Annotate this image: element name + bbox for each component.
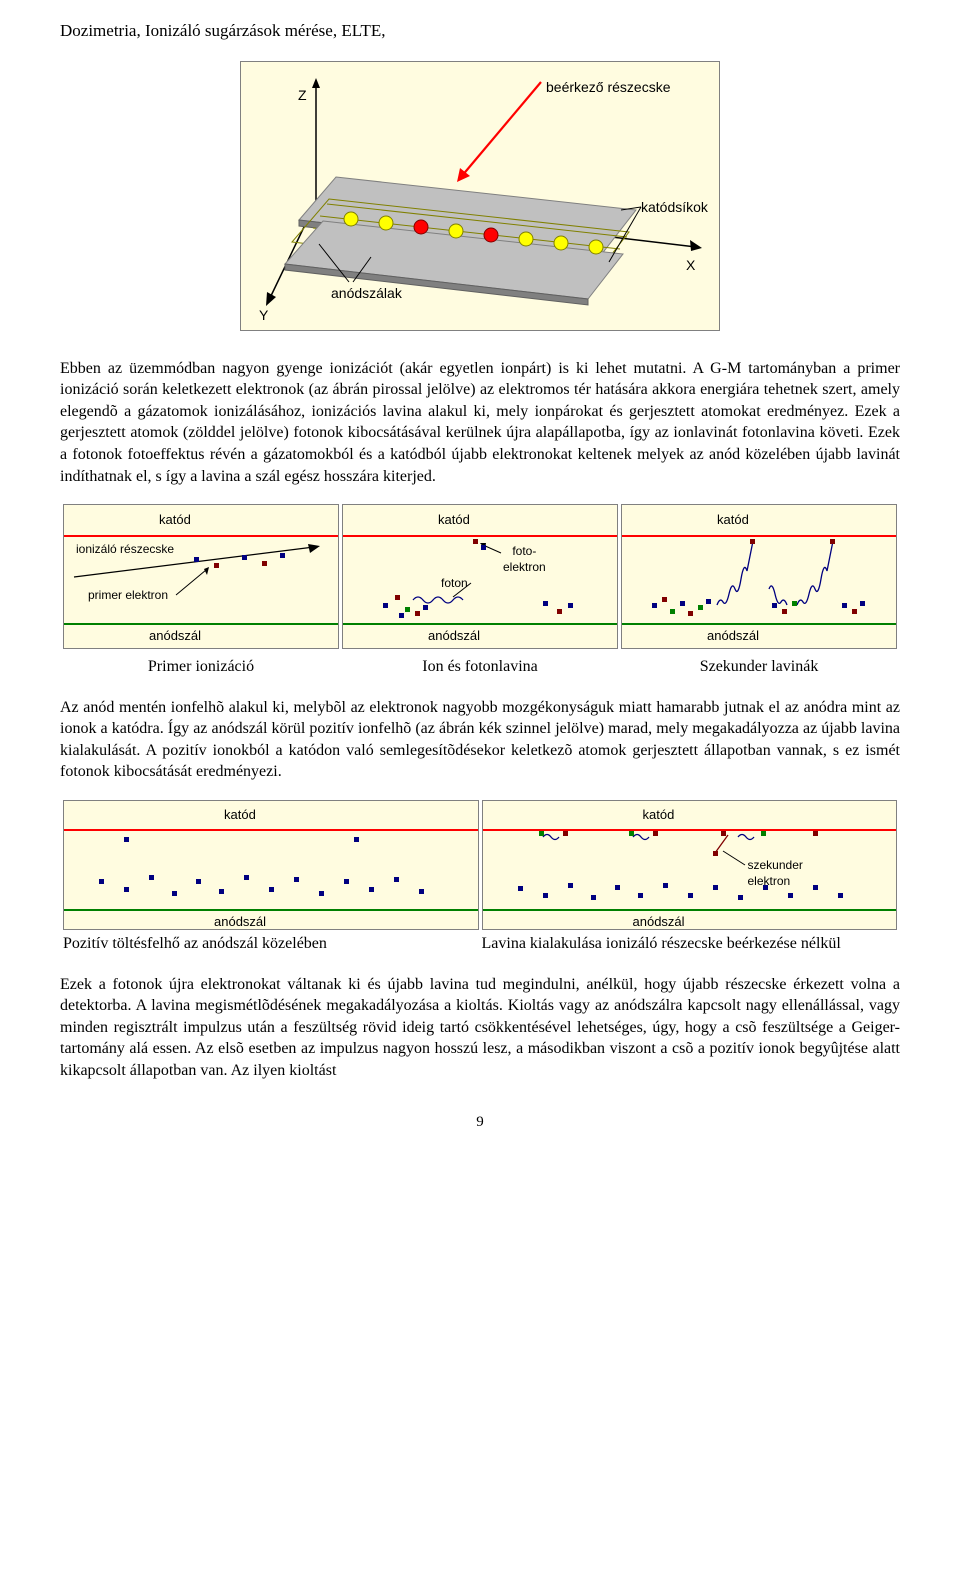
figure-1: Z X Y beérkező részecske katódsíkok anód…	[240, 61, 720, 331]
page-header: Dozimetria, Ionizáló sugárzások mérése, …	[60, 20, 900, 43]
triplet-figures: katód anódszál ionizáló részecske primer…	[60, 501, 900, 681]
page-number: 9	[60, 1112, 900, 1132]
triplet-caption-b: Ion és fotonlavina	[342, 656, 618, 678]
triplet-fig-c: katód anódszál	[621, 504, 897, 649]
paragraph-3: Ezek a fotonok újra elektronokat váltana…	[60, 974, 900, 1082]
pair-fig-a: katód anódszál	[63, 800, 479, 930]
pair-caption-a: Pozitív töltésfelhő az anódszál közelébe…	[63, 933, 479, 955]
pair-fig-b: katód anódszál szekunder elektron	[482, 800, 898, 930]
fig1-z-label: Z	[298, 86, 307, 105]
triplet-fig-b: katód anódszál foto- elektron foton	[342, 504, 618, 649]
fig1-y-label: Y	[259, 306, 268, 325]
fig1-x-label: X	[686, 256, 695, 275]
triplet-caption-c: Szekunder lavinák	[621, 656, 897, 678]
pair-a-katod: katód	[224, 806, 256, 824]
triplet-caption-a: Primer ionizáció	[63, 656, 339, 678]
fig1-anode-label: anódszálak	[331, 284, 402, 303]
pair-figures: katód anódszál	[60, 797, 900, 958]
paragraph-2: Az anód mentén ionfelhõ alakul ki, melyb…	[60, 697, 900, 783]
figure-1-wrap: Z X Y beérkező részecske katódsíkok anód…	[60, 61, 900, 338]
paragraph-1: Ebben az üzemmódban nagyon gyenge ionizá…	[60, 358, 900, 488]
pair-a-anodszal: anódszál	[214, 913, 266, 931]
fig1-incoming-label: beérkező részecske	[546, 78, 671, 97]
triplet-fig-a: katód anódszál ionizáló részecske primer…	[63, 504, 339, 649]
pair-caption-b: Lavina kialakulása ionizáló részecske be…	[482, 933, 898, 955]
fig1-cathode-label: katódsíkok	[641, 198, 708, 217]
